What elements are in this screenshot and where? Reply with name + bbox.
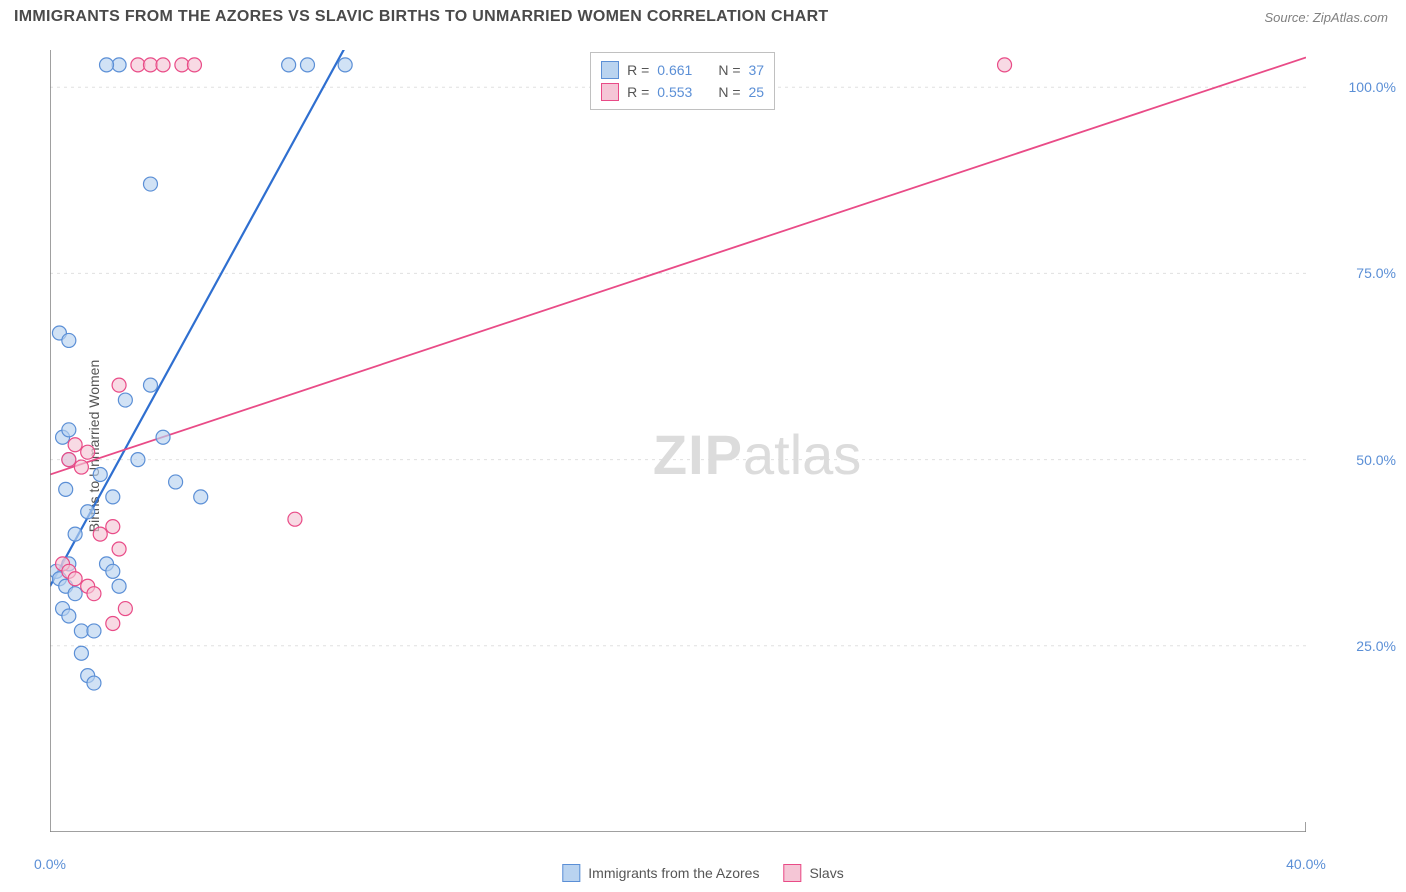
legend-swatch: [601, 61, 619, 79]
r-label: R =: [627, 84, 649, 100]
chart-title: IMMIGRANTS FROM THE AZORES VS SLAVIC BIR…: [14, 8, 1392, 26]
r-label: R =: [627, 62, 649, 78]
correlation-legend: R = 0.661 N = 37 R = 0.553 N = 25: [590, 52, 775, 110]
n-value: 25: [749, 84, 765, 100]
legend-swatch: [601, 83, 619, 101]
n-label: N =: [718, 84, 740, 100]
legend-label: Slavs: [809, 865, 843, 881]
r-value: 0.553: [657, 84, 692, 100]
series-legend: Immigrants from the Azores Slavs: [562, 864, 843, 882]
y-tick-label: 100.0%: [1349, 79, 1396, 95]
n-label: N =: [718, 62, 740, 78]
r-value: 0.661: [657, 62, 692, 78]
legend-row: R = 0.553 N = 25: [601, 81, 764, 103]
legend-label: Immigrants from the Azores: [588, 865, 759, 881]
y-tick-label: 50.0%: [1356, 452, 1396, 468]
legend-row: R = 0.661 N = 37: [601, 59, 764, 81]
legend-item: Immigrants from the Azores: [562, 864, 759, 882]
n-value: 37: [749, 62, 765, 78]
y-tick-label: 25.0%: [1356, 638, 1396, 654]
chart-svg: [50, 50, 1306, 832]
chart-plot-area: ZIPatlas R =0.661N =37R =0.553N =25 25.0…: [50, 50, 1306, 832]
x-tick-label: 0.0%: [34, 856, 66, 872]
legend-swatch: [562, 864, 580, 882]
legend-item: Slavs: [783, 864, 843, 882]
x-tick-label: 40.0%: [1286, 856, 1326, 872]
y-tick-label: 75.0%: [1356, 265, 1396, 281]
source-attribution: Source: ZipAtlas.com: [1264, 10, 1388, 25]
legend-swatch: [783, 864, 801, 882]
header: IMMIGRANTS FROM THE AZORES VS SLAVIC BIR…: [0, 0, 1406, 40]
